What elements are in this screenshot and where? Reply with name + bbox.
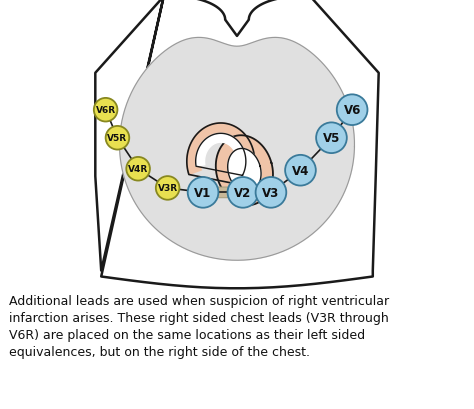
Circle shape (337, 95, 367, 126)
Polygon shape (216, 136, 273, 206)
Polygon shape (196, 134, 246, 176)
Circle shape (285, 155, 316, 186)
Text: V1: V1 (194, 187, 212, 199)
Text: V6R: V6R (96, 106, 116, 115)
Text: V5R: V5R (108, 134, 128, 143)
Text: V3: V3 (262, 187, 280, 199)
Circle shape (156, 177, 180, 200)
Polygon shape (187, 124, 255, 187)
Polygon shape (95, 0, 379, 289)
Circle shape (228, 178, 258, 208)
Text: V6: V6 (344, 104, 361, 117)
Text: V3R: V3R (157, 184, 178, 193)
Text: V2: V2 (234, 187, 252, 199)
Circle shape (106, 127, 129, 150)
Circle shape (316, 123, 347, 154)
Text: V5: V5 (323, 132, 340, 145)
Circle shape (255, 178, 286, 208)
Text: V4R: V4R (128, 165, 148, 174)
Polygon shape (228, 149, 261, 193)
FancyBboxPatch shape (211, 188, 238, 198)
Circle shape (126, 157, 150, 181)
Text: Additional leads are used when suspicion of right ventricular
infarction arises.: Additional leads are used when suspicion… (9, 294, 390, 358)
Polygon shape (119, 38, 355, 261)
Text: V4: V4 (292, 164, 309, 177)
Circle shape (188, 178, 219, 208)
Circle shape (94, 99, 118, 122)
